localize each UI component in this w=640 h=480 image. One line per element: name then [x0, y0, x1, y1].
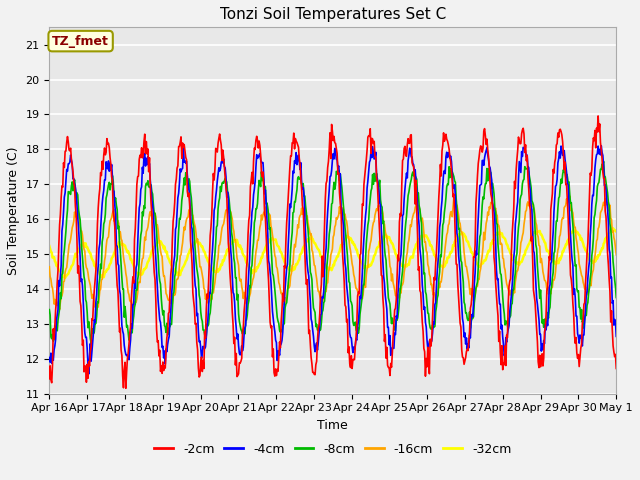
- Line: -2cm: -2cm: [49, 116, 616, 388]
- -16cm: [93, 307, 100, 313]
- -2cm: [56, 222, 63, 228]
- -16cm: [45, 264, 53, 270]
- -32cm: [403, 264, 410, 269]
- -2cm: [612, 366, 620, 372]
- Y-axis label: Soil Temperature (C): Soil Temperature (C): [7, 146, 20, 275]
- Text: TZ_fmet: TZ_fmet: [52, 35, 109, 48]
- -4cm: [420, 307, 428, 312]
- -16cm: [202, 294, 210, 300]
- -4cm: [56, 283, 63, 289]
- -2cm: [114, 288, 122, 294]
- -32cm: [56, 268, 63, 274]
- -32cm: [61, 275, 69, 281]
- -16cm: [419, 221, 427, 227]
- Legend: -2cm, -4cm, -8cm, -16cm, -32cm: -2cm, -4cm, -8cm, -16cm, -32cm: [149, 438, 516, 461]
- -16cm: [172, 278, 180, 284]
- X-axis label: Time: Time: [317, 419, 348, 432]
- -8cm: [612, 295, 620, 300]
- -8cm: [202, 333, 210, 338]
- -8cm: [419, 247, 427, 253]
- -8cm: [87, 340, 95, 346]
- -4cm: [403, 175, 411, 181]
- -2cm: [403, 154, 410, 159]
- Line: -16cm: -16cm: [49, 196, 616, 310]
- -2cm: [595, 113, 602, 119]
- -4cm: [612, 334, 620, 339]
- -32cm: [419, 234, 427, 240]
- -16cm: [612, 252, 620, 258]
- -2cm: [122, 385, 130, 391]
- Title: Tonzi Soil Temperatures Set C: Tonzi Soil Temperatures Set C: [220, 7, 446, 22]
- -32cm: [115, 240, 123, 246]
- -4cm: [172, 224, 180, 229]
- -32cm: [202, 255, 210, 261]
- -2cm: [172, 176, 180, 182]
- -32cm: [609, 226, 617, 231]
- -4cm: [85, 371, 93, 377]
- Line: -4cm: -4cm: [49, 145, 616, 374]
- -32cm: [45, 243, 53, 249]
- -8cm: [600, 158, 607, 164]
- Line: -8cm: -8cm: [49, 161, 616, 343]
- -4cm: [203, 324, 211, 329]
- -16cm: [403, 254, 410, 260]
- -16cm: [566, 193, 573, 199]
- -2cm: [45, 376, 53, 382]
- -16cm: [56, 307, 63, 312]
- -8cm: [115, 223, 123, 229]
- -8cm: [403, 213, 410, 219]
- -4cm: [45, 355, 53, 360]
- -2cm: [419, 328, 427, 334]
- -32cm: [612, 229, 620, 235]
- -16cm: [115, 220, 123, 226]
- -8cm: [56, 306, 63, 312]
- -4cm: [180, 143, 188, 148]
- -32cm: [172, 269, 180, 275]
- -2cm: [202, 307, 210, 313]
- -4cm: [115, 263, 123, 269]
- Line: -32cm: -32cm: [49, 228, 616, 278]
- -8cm: [172, 260, 180, 265]
- -8cm: [45, 307, 53, 312]
